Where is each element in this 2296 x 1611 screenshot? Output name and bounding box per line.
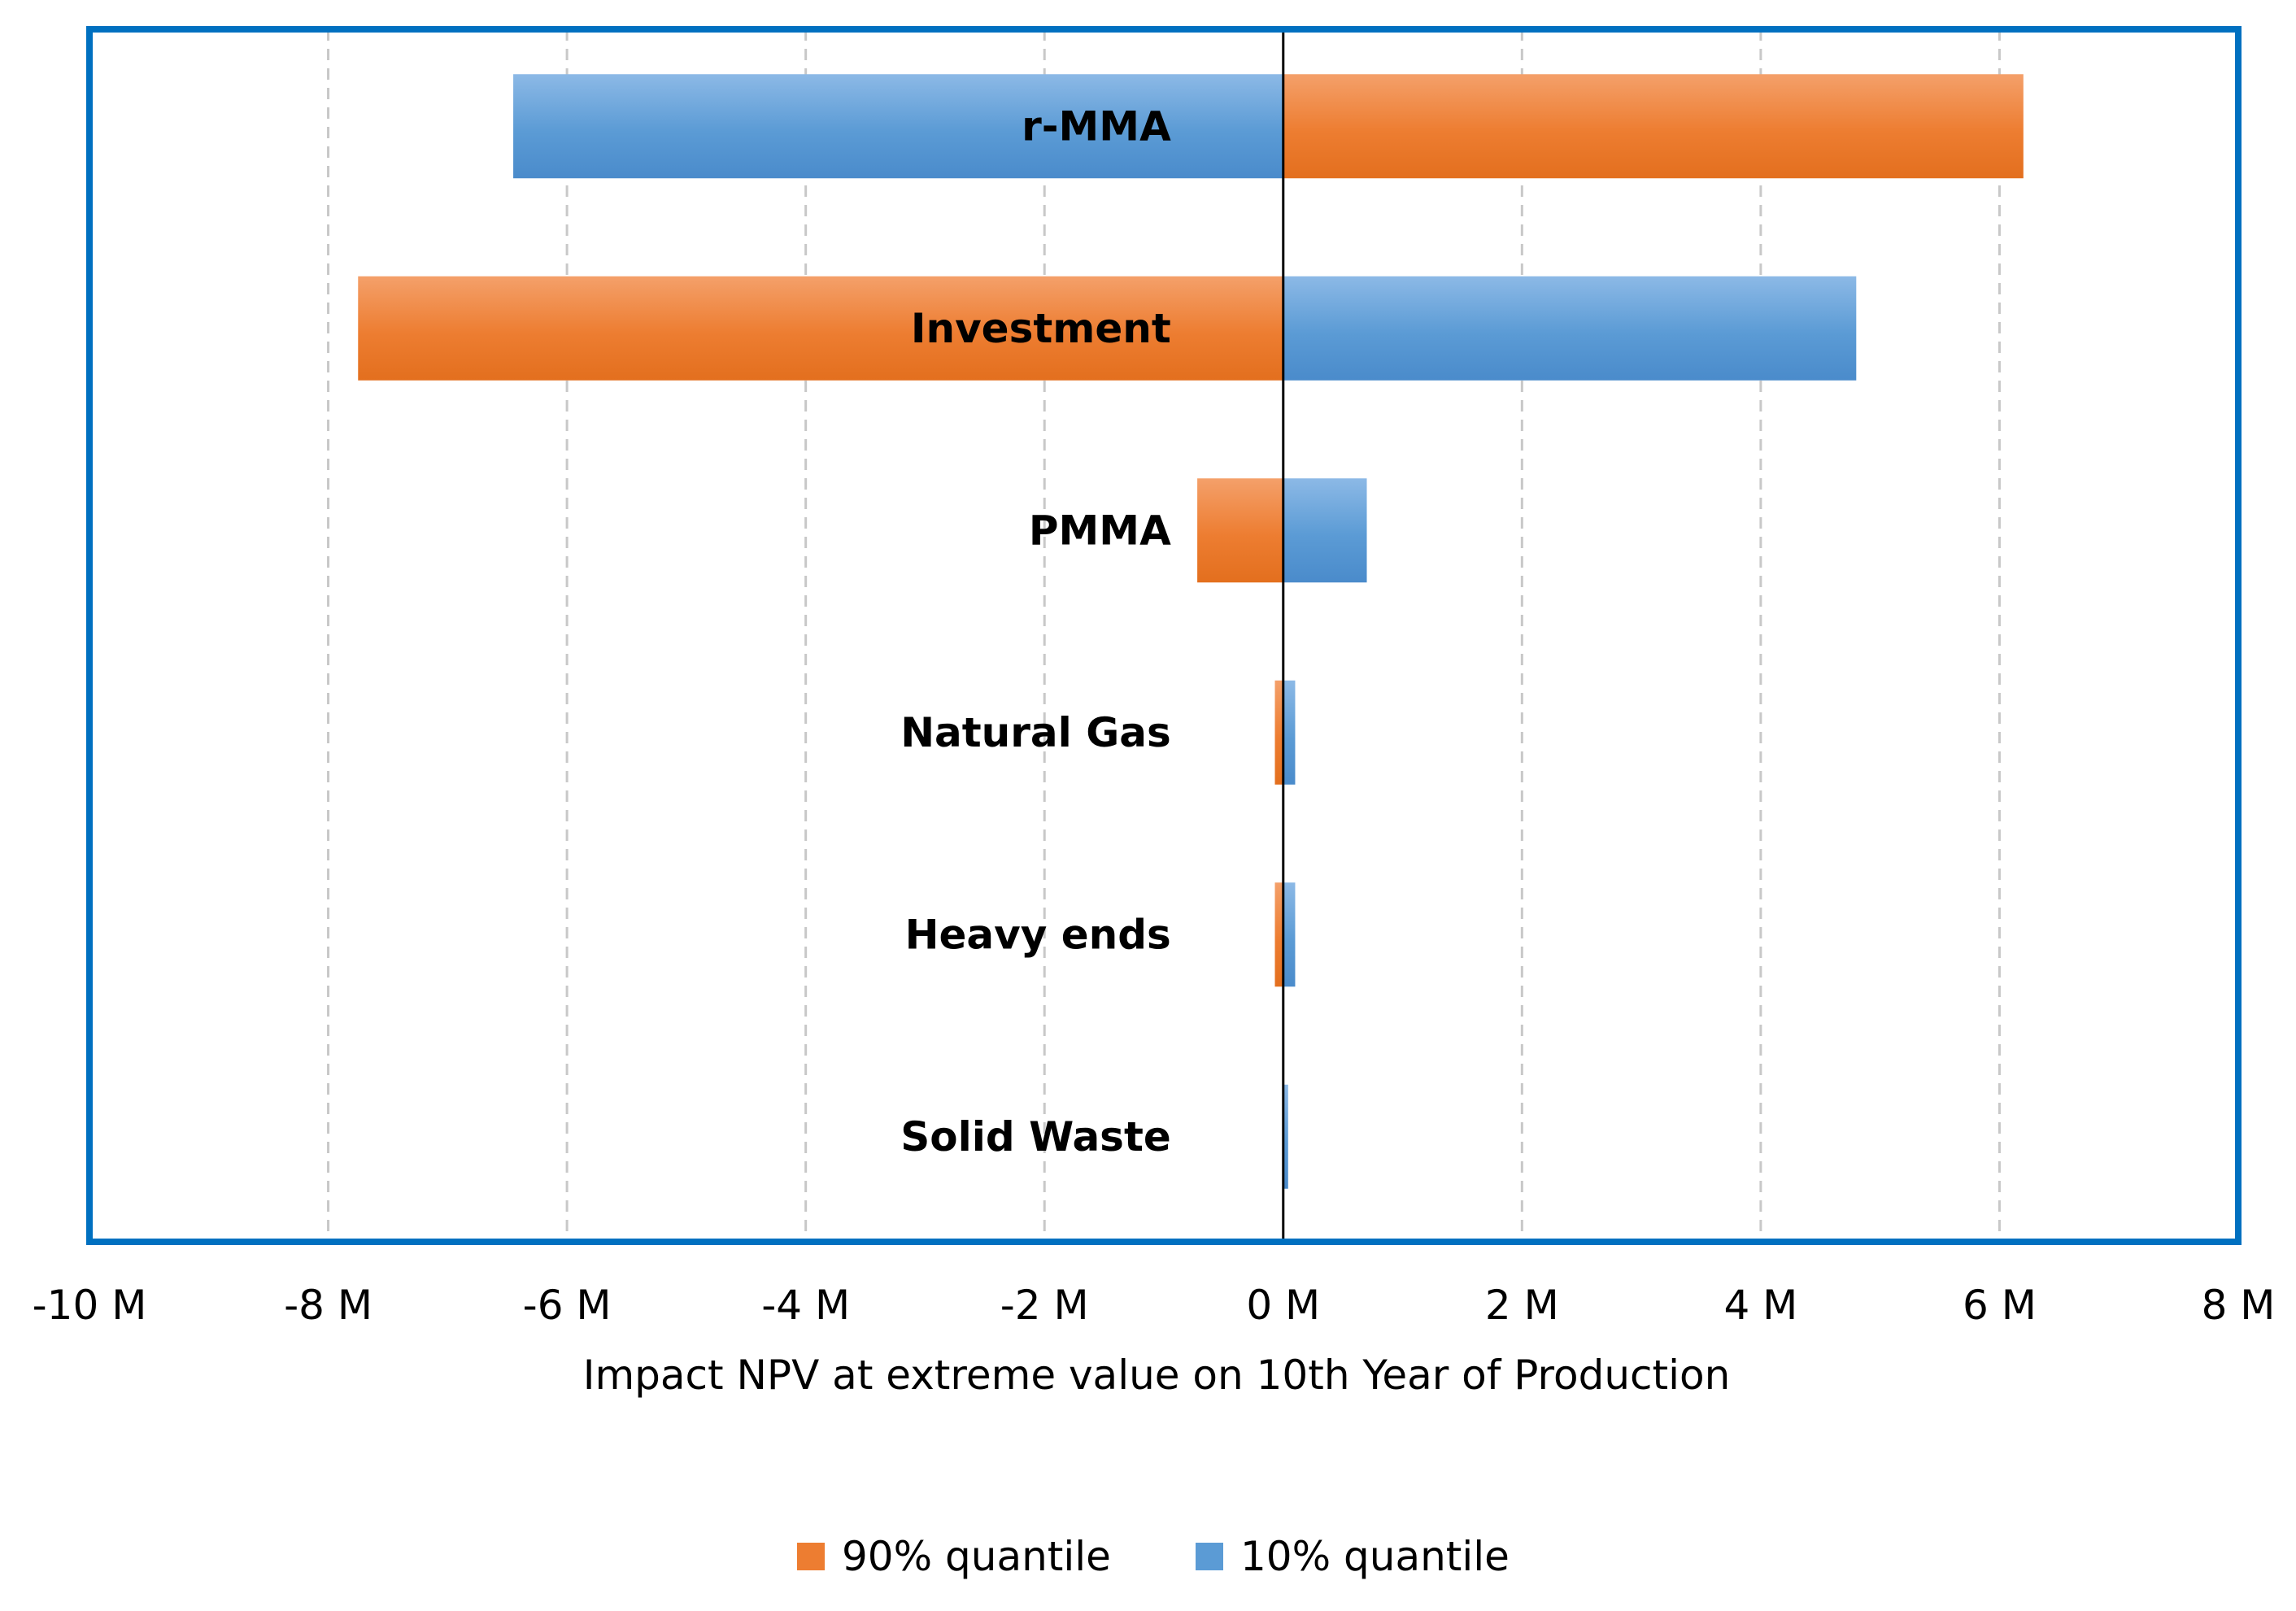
x-tick-label: 2 M <box>1485 1282 1559 1329</box>
category-label: Solid Waste <box>900 1113 1171 1160</box>
bar-10-quantile <box>1283 882 1296 987</box>
plot-frame <box>86 26 2242 1245</box>
x-tick-label: 6 M <box>1963 1282 2037 1329</box>
legend-label: 90% quantile <box>842 1533 1111 1580</box>
bar-90-quantile <box>1274 882 1283 987</box>
legend-swatch <box>797 1543 825 1570</box>
category-label: PMMA <box>1029 507 1171 554</box>
gridlines <box>327 29 2001 1242</box>
legend-swatch <box>1196 1543 1223 1570</box>
legend-label: 10% quantile <box>1240 1533 1510 1580</box>
x-tick-label: 8 M <box>2202 1282 2276 1329</box>
bar-10-quantile <box>513 74 1283 179</box>
bar-90-quantile <box>1197 478 1283 583</box>
bars <box>358 74 2024 1189</box>
bar-90-quantile <box>1283 74 2024 179</box>
category-label: Heavy ends <box>905 911 1171 958</box>
bar-90-quantile <box>358 276 1283 381</box>
legend-item-10-quantile: 10% quantile <box>1196 1533 1510 1580</box>
x-axis-title: Impact NPV at extreme value on 10th Year… <box>583 1352 1731 1399</box>
bar-10-quantile <box>1283 478 1367 583</box>
x-tick-label: -2 M <box>1000 1282 1089 1329</box>
x-tick-label: -4 M <box>761 1282 850 1329</box>
category-label: r-MMA <box>1022 102 1171 150</box>
x-tick-label: 4 M <box>1723 1282 1797 1329</box>
category-label: Natural Gas <box>900 709 1171 756</box>
x-axis-ticks: -10 M -8 M -6 M -4 M -2 M 0 M 2 M 4 M 6 M 8 M <box>33 1282 2276 1329</box>
x-tick-label: -10 M <box>33 1282 147 1329</box>
legend-item-90-quantile: 90% quantile <box>797 1533 1111 1580</box>
legend: 90% quantile 10% quantile <box>797 1533 1510 1580</box>
bar-10-quantile <box>1283 680 1296 785</box>
x-tick-label: 0 M <box>1246 1282 1320 1329</box>
bar-90-quantile <box>1274 680 1283 785</box>
bar-10-quantile <box>1283 276 1857 381</box>
x-tick-label: -8 M <box>284 1282 373 1329</box>
x-tick-label: -6 M <box>523 1282 612 1329</box>
category-label: Investment <box>911 305 1171 352</box>
bar-10-quantile <box>1283 1084 1288 1189</box>
category-labels: r-MMA Investment PMMA Natural Gas Heavy ends… <box>900 102 1171 1160</box>
